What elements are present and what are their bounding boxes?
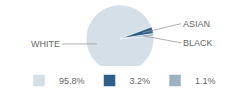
svg-text:3.2%: 3.2% bbox=[130, 76, 151, 86]
svg-text:1.1%: 1.1% bbox=[195, 76, 216, 86]
svg-text:95.8%: 95.8% bbox=[59, 76, 85, 86]
svg-text:WHITE: WHITE bbox=[31, 39, 60, 49]
svg-text:ASIAN: ASIAN bbox=[183, 19, 210, 29]
svg-text:BLACK: BLACK bbox=[183, 38, 213, 48]
